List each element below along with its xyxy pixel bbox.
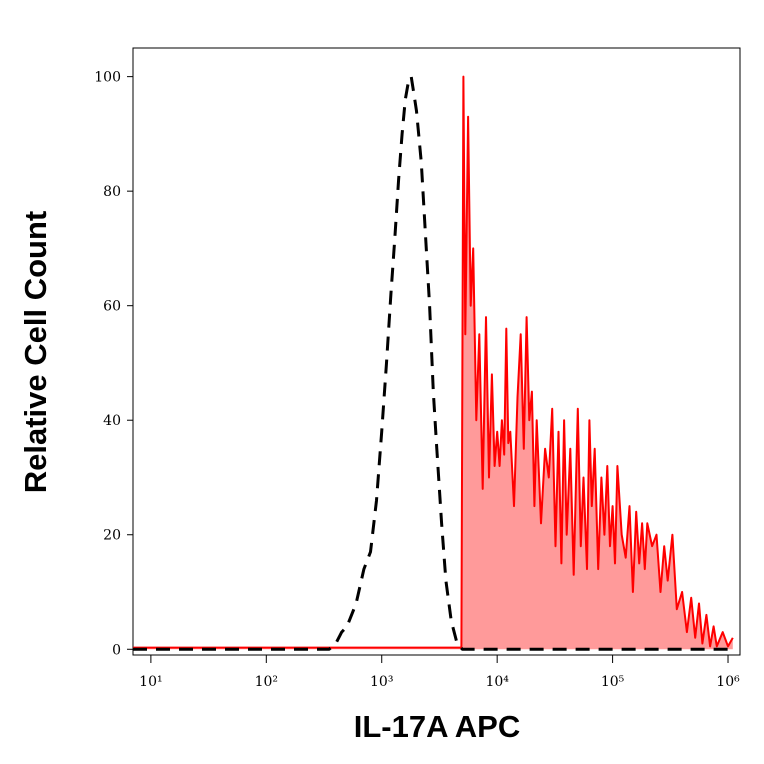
line — [133, 75, 734, 649]
plot-frame — [132, 47, 741, 656]
y-tick-label: 40 — [103, 413, 121, 429]
y-tick-label: 100 — [94, 70, 121, 86]
y-tick-label: 60 — [103, 299, 121, 315]
x-tick-label: 10³ — [370, 674, 393, 690]
y-axis-title: Relative Cell Count — [18, 211, 53, 494]
x-tick-label: 10¹ — [139, 674, 162, 690]
x-tick-label: 10⁶ — [716, 674, 740, 690]
x-tick-label: 10⁴ — [485, 674, 509, 690]
line — [133, 75, 728, 651]
x-tick-label: 10⁵ — [601, 674, 625, 690]
y-tick-label: 80 — [103, 184, 121, 200]
x-tick-label: 10² — [255, 674, 278, 690]
y-tick-label: 0 — [112, 642, 121, 658]
x-axis-title: IL-17A APC — [354, 709, 521, 744]
y-tick-label: 20 — [103, 528, 121, 544]
